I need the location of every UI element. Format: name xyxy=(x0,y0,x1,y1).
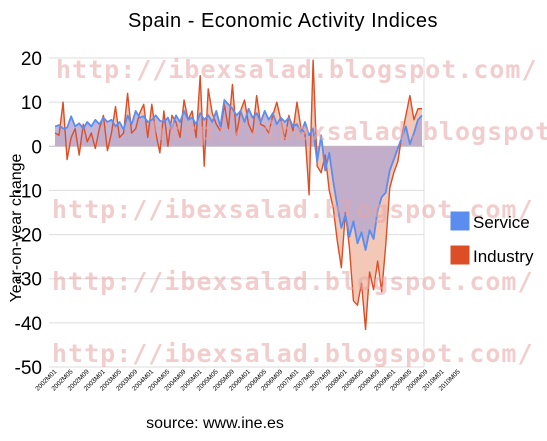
source-note: source: www.ine.es xyxy=(146,415,284,432)
y-tick-label: 10 xyxy=(21,93,42,114)
watermark-layer: http://ibexsalad.blogspot.com/http://ibe… xyxy=(52,55,547,368)
y-tick-label: -30 xyxy=(15,270,42,291)
legend-label-service: Service xyxy=(473,213,530,232)
y-tick-label: -40 xyxy=(15,314,42,335)
legend-swatch-service xyxy=(450,211,470,231)
area-service xyxy=(55,99,422,251)
watermark-text: http://ibexsalad.blogspot.com/ xyxy=(52,267,534,296)
plot-areas xyxy=(55,60,422,330)
y-tick-label: 0 xyxy=(31,137,42,158)
watermark-text: http://ibexsalad.blogspot.com/ xyxy=(150,117,547,146)
y-tick-label: 20 xyxy=(21,49,42,70)
chart-title: Spain - Economic Activity Indices xyxy=(128,10,438,32)
watermark-text: http://ibexsalad.blogspot.com/ xyxy=(52,339,534,368)
legend: Service Industry xyxy=(450,211,534,266)
line-industry xyxy=(54,59,422,331)
y-tick-label: -10 xyxy=(15,181,42,202)
y-axis: 20 10 0 -10 -20 -30 -40 -50 xyxy=(15,49,42,379)
plot-lines xyxy=(54,59,423,331)
y-axis-label: Year-on-year change xyxy=(8,153,25,302)
x-axis: 2002M012002M052002M092003M012003M052003M… xyxy=(34,368,462,392)
line-service xyxy=(54,99,423,251)
watermark-text: http://ibexsalad.blogspot.com/ xyxy=(56,55,538,84)
legend-label-industry: Industry xyxy=(473,247,534,266)
legend-swatch-industry xyxy=(450,245,470,265)
y-tick-label: -20 xyxy=(15,226,42,247)
y-tick-label: -50 xyxy=(15,358,42,379)
